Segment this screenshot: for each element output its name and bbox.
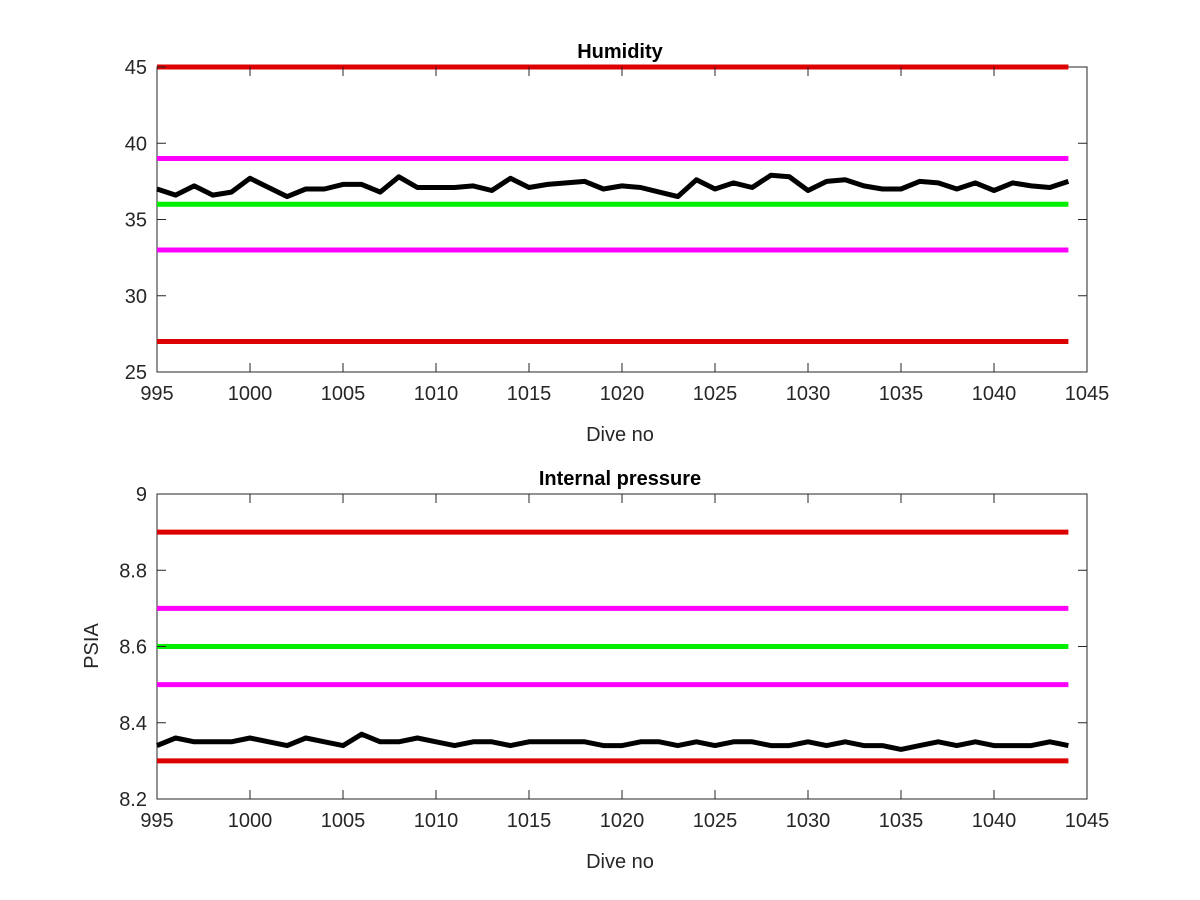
pressure-xtick-label-6: 1025 xyxy=(693,810,738,832)
humidity-xtick-label-3: 1010 xyxy=(414,383,459,405)
pressure-xtick-label-5: 1020 xyxy=(600,810,645,832)
humidity-xtick-label-5: 1020 xyxy=(600,383,645,405)
humidity-xtick-label-8: 1035 xyxy=(879,383,924,405)
pressure-series xyxy=(156,731,1069,752)
pressure-xtick-label-3: 1010 xyxy=(414,810,459,832)
pressure-title: Internal pressure xyxy=(539,468,701,490)
pressure-xtick-label-2: 1005 xyxy=(321,810,366,832)
pressure-ylabel: PSIA xyxy=(81,623,103,669)
pressure-xtick-label-0: 995 xyxy=(140,810,173,832)
humidity-xtick-label-10: 1045 xyxy=(1065,383,1110,405)
pressure-xtick-label-8: 1035 xyxy=(879,810,924,832)
humidity-ytick-label-0: 25 xyxy=(125,362,147,384)
pressure-xtick-label-10: 1045 xyxy=(1065,810,1110,832)
humidity-xtick-label-2: 1005 xyxy=(321,383,366,405)
humidity-ytick-label-2: 35 xyxy=(125,210,147,232)
humidity-xtick-label-7: 1030 xyxy=(786,383,831,405)
pressure-ytick-label-3: 8.8 xyxy=(119,560,147,582)
pressure-threshold-lines xyxy=(157,529,1069,764)
humidity-axes-box xyxy=(156,66,1088,373)
pressure-xtick-label-1: 1000 xyxy=(228,810,273,832)
humidity-ytick-label-4: 45 xyxy=(125,57,147,79)
humidity-ticks: 995 1000 1005 1010 1015 1020 1025 1030 1035 1040 1… xyxy=(125,57,1110,405)
pressure-xlabel: Dive no xyxy=(586,851,654,873)
humidity-xtick-label-6: 1025 xyxy=(693,383,738,405)
humidity-xtick-label-4: 1015 xyxy=(507,383,552,405)
pressure-ytick-label-0: 8.2 xyxy=(119,789,147,811)
pressure-xtick-label-4: 1015 xyxy=(507,810,552,832)
pressure-ytick-label-2: 8.6 xyxy=(119,637,147,659)
humidity-series xyxy=(156,172,1070,200)
humidity-ytick-label-1: 30 xyxy=(125,286,147,308)
pressure-data-line-0 xyxy=(156,731,1069,752)
pressure-xtick-label-9: 1040 xyxy=(972,810,1017,832)
humidity-title: Humidity xyxy=(577,41,663,63)
humidity-xtick-label-1: 1000 xyxy=(228,383,273,405)
humidity-chart: 995 1000 1005 1010 1015 1020 1025 1030 1035 1040 1… xyxy=(125,41,1110,446)
humidity-threshold-lines xyxy=(157,64,1069,344)
pressure-xtick-label-7: 1030 xyxy=(786,810,831,832)
pressure-ytick-label-1: 8.4 xyxy=(119,713,147,735)
humidity-data-line-0 xyxy=(156,172,1070,200)
pressure-ticks: 995 1000 1005 1010 1015 1020 1025 1030 1035 1040 1… xyxy=(119,484,1109,832)
internal-pressure-chart: 995 1000 1005 1010 1015 1020 1025 1030 1035 1040 1… xyxy=(81,468,1109,873)
humidity-xtick-label-0: 995 xyxy=(140,383,173,405)
pressure-ytick-label-4: 9 xyxy=(136,484,147,506)
humidity-xlabel: Dive no xyxy=(586,424,654,446)
humidity-ytick-label-3: 40 xyxy=(125,133,147,155)
humidity-xtick-label-9: 1040 xyxy=(972,383,1017,405)
